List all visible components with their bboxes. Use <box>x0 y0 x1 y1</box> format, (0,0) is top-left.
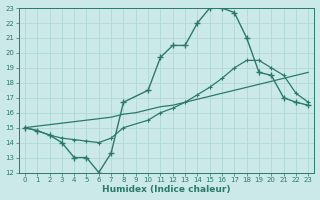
X-axis label: Humidex (Indice chaleur): Humidex (Indice chaleur) <box>102 185 231 194</box>
